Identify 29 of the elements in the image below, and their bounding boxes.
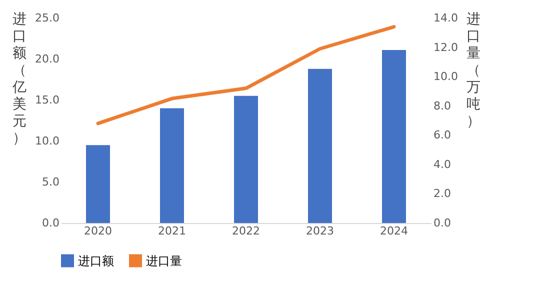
bar: [234, 96, 258, 223]
legend-label: 进口额: [78, 254, 114, 268]
bar: [308, 68, 332, 223]
x-tick-label: 2020: [84, 224, 112, 238]
y-tick-label: 15.0: [35, 94, 60, 106]
x-tick-label: 2024: [380, 224, 408, 238]
y-tick-label: 10.0: [35, 134, 60, 148]
y2-tick-label: 14.0: [434, 12, 458, 24]
y2-tick-label: 12.0: [434, 40, 458, 54]
bar: [382, 50, 406, 223]
x-tick-label: 2022: [232, 224, 260, 238]
legend-label: 进口量: [146, 254, 182, 268]
y2-tick-label: 6.0: [434, 128, 451, 142]
line-series: [96, 25, 396, 126]
y2-tick-label: 2.0: [434, 187, 451, 200]
y2-tick-label: 4.0: [434, 158, 451, 171]
bar: [86, 145, 110, 223]
y2-tick-label: 8.0: [434, 99, 451, 112]
y-tick-label: 20.0: [35, 52, 60, 66]
y-axis-title: 进口额（亿美元）: [12, 12, 26, 146]
x-tick-label: 2023: [306, 224, 334, 238]
bar: [160, 108, 184, 223]
y-tick-label: 5.0: [42, 176, 60, 188]
y2-axis-title: 进口量（万吨）: [466, 12, 480, 130]
y2-tick-label: 10.0: [434, 70, 458, 84]
y-tick-label: 25.0: [35, 12, 60, 24]
y-tick-label: 0.0: [42, 216, 60, 230]
x-tick-label: 2021: [158, 224, 186, 238]
y2-tick-label: 0.0: [434, 216, 451, 230]
